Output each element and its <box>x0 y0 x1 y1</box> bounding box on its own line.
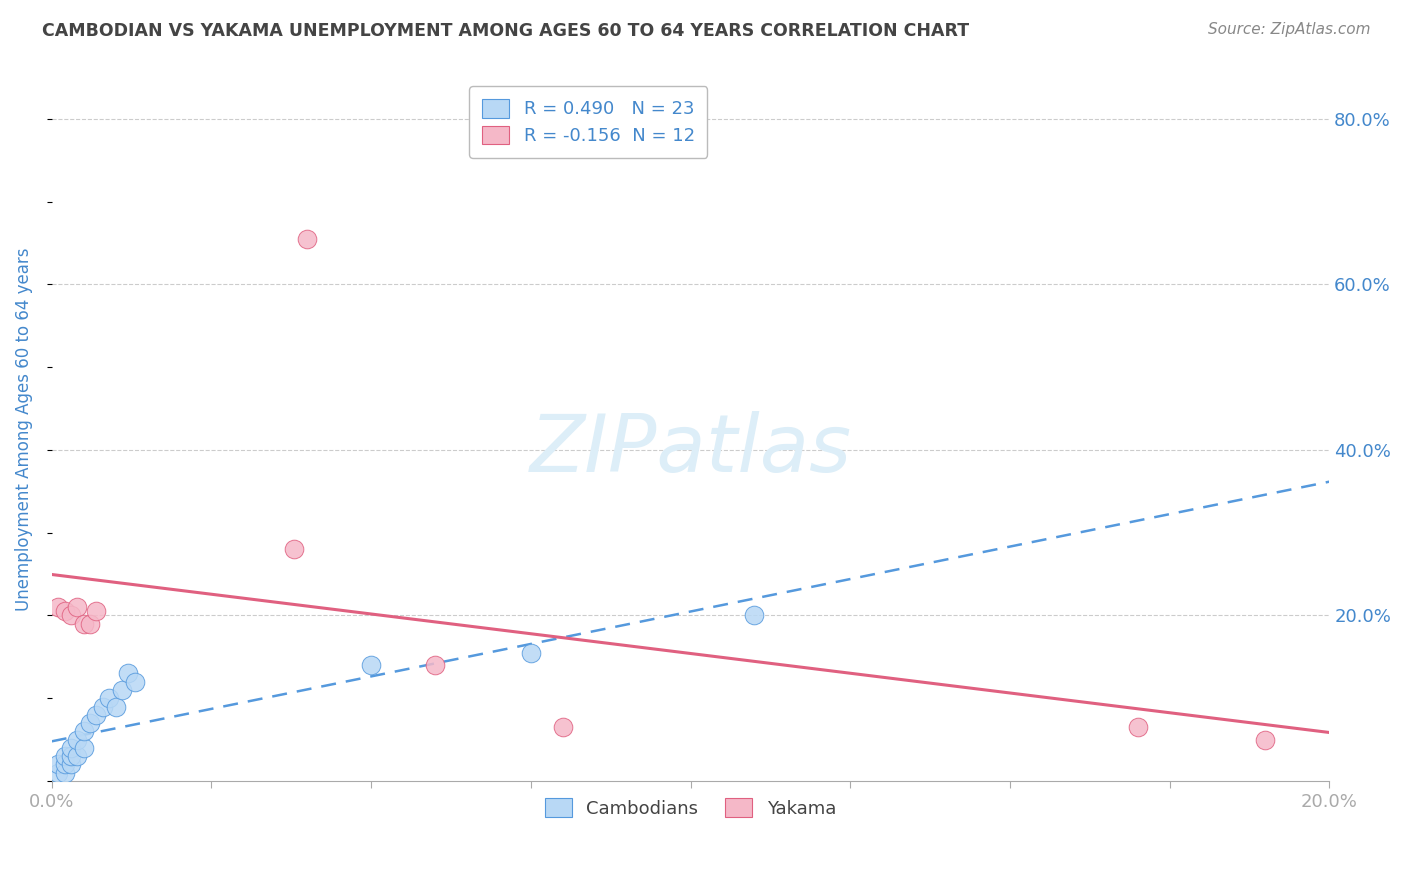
Point <box>86 707 108 722</box>
Point <box>86 604 108 618</box>
Point <box>73 740 96 755</box>
Y-axis label: Unemployment Among Ages 60 to 64 years: Unemployment Among Ages 60 to 64 years <box>15 247 32 611</box>
Point <box>551 720 574 734</box>
Point <box>73 724 96 739</box>
Point <box>423 658 446 673</box>
Point <box>520 646 543 660</box>
Point <box>117 666 139 681</box>
Point <box>59 608 82 623</box>
Point <box>66 749 89 764</box>
Point <box>59 749 82 764</box>
Point <box>53 604 76 618</box>
Point <box>53 749 76 764</box>
Point <box>53 757 76 772</box>
Legend: Cambodians, Yakama: Cambodians, Yakama <box>537 791 844 825</box>
Point <box>1254 732 1277 747</box>
Point <box>66 600 89 615</box>
Point <box>283 542 305 557</box>
Point <box>1126 720 1149 734</box>
Text: ZIPatlas: ZIPatlas <box>530 411 852 490</box>
Point <box>73 616 96 631</box>
Point <box>744 608 766 623</box>
Point <box>79 616 101 631</box>
Point <box>91 699 114 714</box>
Point <box>46 765 69 780</box>
Point <box>46 757 69 772</box>
Point <box>59 740 82 755</box>
Point <box>98 691 121 706</box>
Point <box>46 600 69 615</box>
Point <box>360 658 382 673</box>
Point <box>79 716 101 731</box>
Point <box>297 232 319 246</box>
Point <box>59 757 82 772</box>
Point <box>111 682 134 697</box>
Text: Source: ZipAtlas.com: Source: ZipAtlas.com <box>1208 22 1371 37</box>
Point <box>124 674 146 689</box>
Point <box>53 765 76 780</box>
Text: CAMBODIAN VS YAKAMA UNEMPLOYMENT AMONG AGES 60 TO 64 YEARS CORRELATION CHART: CAMBODIAN VS YAKAMA UNEMPLOYMENT AMONG A… <box>42 22 969 40</box>
Point <box>66 732 89 747</box>
Point <box>104 699 127 714</box>
